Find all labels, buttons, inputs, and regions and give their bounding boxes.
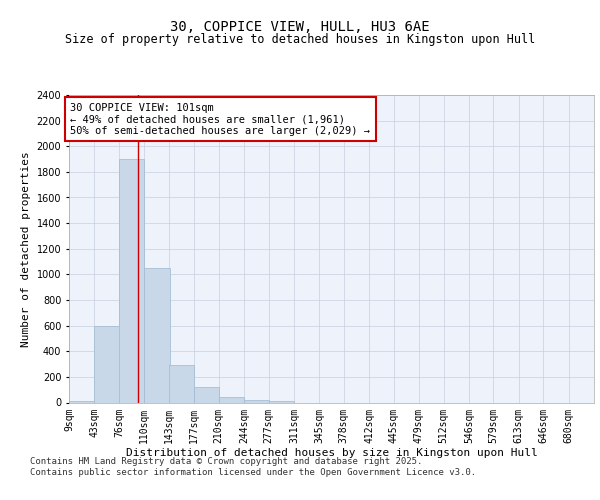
Bar	[94, 326, 119, 402]
Bar	[218, 398, 244, 402]
Bar	[69, 400, 94, 402]
Bar	[169, 366, 194, 403]
Bar	[144, 268, 170, 402]
Text: 30 COPPICE VIEW: 101sqm
← 49% of detached houses are smaller (1,961)
50% of semi: 30 COPPICE VIEW: 101sqm ← 49% of detache…	[70, 102, 370, 136]
X-axis label: Distribution of detached houses by size in Kingston upon Hull: Distribution of detached houses by size …	[125, 448, 538, 458]
Bar	[244, 400, 269, 402]
Bar	[269, 401, 294, 402]
Text: Contains HM Land Registry data © Crown copyright and database right 2025.
Contai: Contains HM Land Registry data © Crown c…	[30, 458, 476, 477]
Bar	[194, 387, 220, 402]
Y-axis label: Number of detached properties: Number of detached properties	[21, 151, 31, 346]
Text: 30, COPPICE VIEW, HULL, HU3 6AE: 30, COPPICE VIEW, HULL, HU3 6AE	[170, 20, 430, 34]
Bar	[119, 159, 144, 402]
Text: Size of property relative to detached houses in Kingston upon Hull: Size of property relative to detached ho…	[65, 32, 535, 46]
